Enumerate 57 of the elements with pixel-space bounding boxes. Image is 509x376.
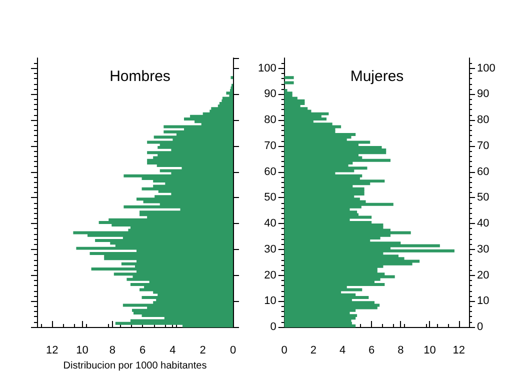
- bar: [284, 249, 454, 252]
- bar: [284, 216, 372, 219]
- y2-tick-label: 90: [477, 88, 490, 100]
- y2-tick-label: 60: [477, 166, 490, 178]
- y2-tick-label: 50: [477, 192, 490, 204]
- y2-tick-label: 0: [477, 321, 484, 333]
- bar: [115, 322, 233, 325]
- x-tick-label: 10: [424, 344, 436, 356]
- y-tick-label: 70: [264, 140, 276, 152]
- y2-tick-label: 20: [477, 269, 490, 282]
- bar: [147, 140, 233, 144]
- y-tick-label: 80: [264, 114, 276, 126]
- x-tick-label: 0: [281, 344, 288, 356]
- x-tick-label: 2: [310, 344, 316, 356]
- bar: [284, 140, 370, 144]
- x-tick-label: 10: [76, 344, 88, 356]
- y2-tick-label: 30: [477, 243, 490, 256]
- text: Mujeres: [350, 68, 404, 85]
- y-tick-label: 40: [264, 218, 276, 230]
- y-tick-label: 10: [264, 295, 276, 308]
- x-axis-title: Distribucion por 1000 habitantes: [63, 360, 207, 372]
- x-tick-label: 6: [139, 344, 146, 356]
- x-tick-label: 12: [46, 344, 58, 356]
- bar: [284, 202, 394, 206]
- y2-tick-label: 10: [477, 295, 490, 308]
- x-tick-label: 6: [368, 344, 375, 356]
- text: Hombres: [110, 68, 170, 85]
- bar: [76, 246, 233, 250]
- bar: [284, 112, 329, 116]
- y2-tick-label: 100: [477, 62, 496, 74]
- bar: [284, 81, 294, 84]
- bar: [124, 174, 233, 178]
- y-tick-label: 90: [264, 88, 276, 100]
- bar: [284, 76, 294, 80]
- bar: [211, 107, 233, 110]
- x-tick-label: 8: [398, 344, 404, 356]
- x-tick-label: 0: [230, 344, 236, 356]
- bar: [226, 92, 233, 95]
- y-tick-label: 0: [270, 321, 276, 333]
- bar: [284, 306, 378, 310]
- y-tick-label: 50: [264, 192, 276, 204]
- y-tick-label: 60: [264, 166, 276, 178]
- bar: [73, 231, 233, 234]
- x-tick-label: 8: [109, 344, 116, 356]
- x-tick-label: 2: [200, 344, 206, 356]
- bar: [222, 96, 233, 100]
- x-tick-label: 4: [170, 344, 176, 356]
- bar: [284, 92, 292, 95]
- y2-tick-label: 80: [477, 114, 490, 126]
- y2-tick-label: 70: [477, 140, 490, 152]
- x-tick-label: 4: [339, 344, 346, 356]
- y-tick-label: 30: [264, 243, 276, 256]
- y-tick-label: 20: [264, 269, 276, 282]
- x-tick-label: 12: [452, 344, 465, 356]
- bar: [140, 210, 233, 214]
- y-tick-label: 100: [258, 62, 276, 74]
- y2-tick-label: 40: [477, 218, 490, 230]
